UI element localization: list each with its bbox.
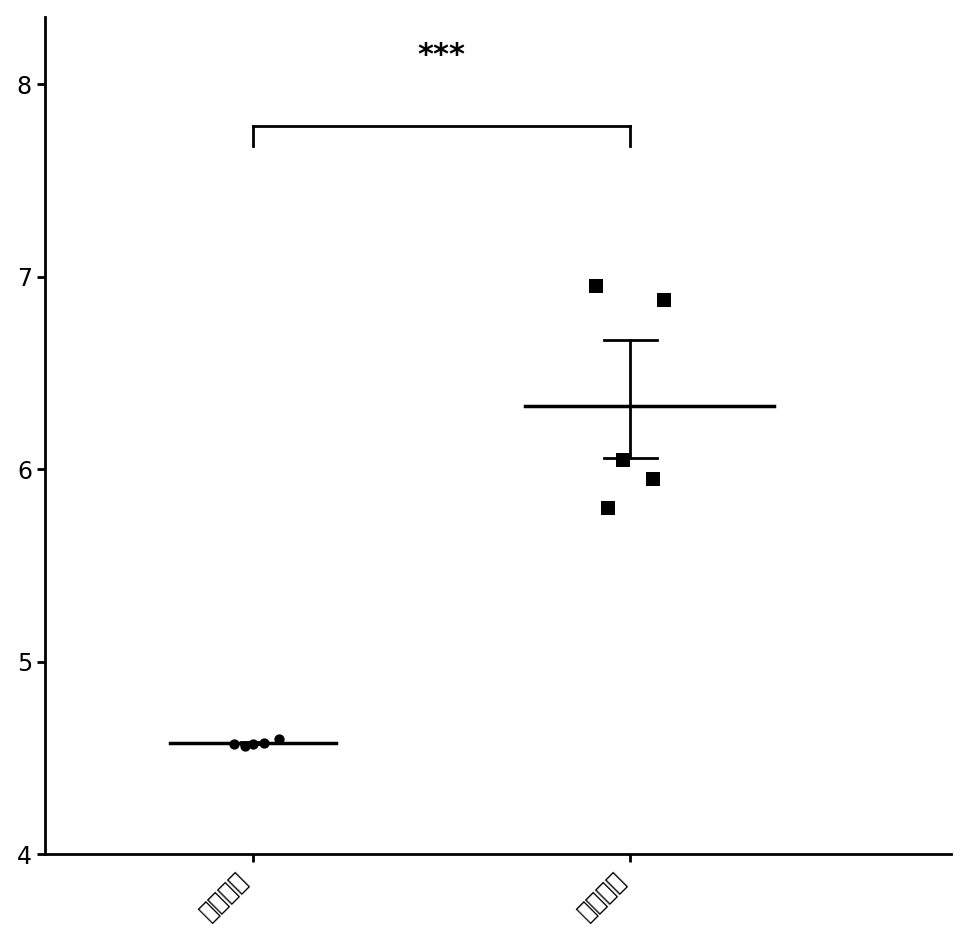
Point xyxy=(227,737,242,752)
Point xyxy=(646,471,661,486)
Point xyxy=(271,731,287,746)
Point xyxy=(656,292,672,307)
Text: ***: *** xyxy=(417,40,466,70)
Point xyxy=(245,737,260,752)
Point xyxy=(589,279,604,294)
Point xyxy=(615,452,630,467)
Point xyxy=(257,735,272,750)
Point xyxy=(237,739,253,754)
Point xyxy=(600,500,616,515)
